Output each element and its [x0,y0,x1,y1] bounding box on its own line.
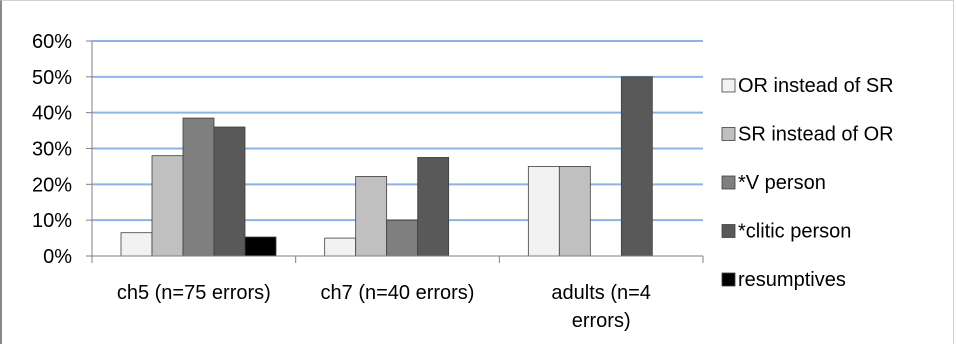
y-tick-label: 60% [32,31,72,53]
bar-sr-instead-of-or [151,155,184,257]
y-axis: 0% 10% 20% 30% 40% 50% 60% [32,31,93,268]
bar-clitic-person [620,76,653,257]
bar-resumptives [244,236,277,257]
x-axis: ch5 (n=75 errors) ch7 (n=40 errors) adults… [91,255,704,332]
y-tick-label: 40% [32,103,72,125]
bar-v-person [386,219,419,257]
legend-label: *V person [738,172,826,194]
bar-sr-instead-of-or [355,176,388,257]
legend-swatch [721,127,736,141]
bars [120,76,653,257]
legend-swatch [721,175,736,190]
bar-or-instead-of-sr [527,166,560,257]
y-tick-label: 20% [32,174,72,196]
legend-label: OR instead of SR [738,75,894,97]
x-category-label: errors) [572,310,631,332]
y-tick-label: 0% [43,246,72,268]
bar-clitic-person [417,157,450,257]
y-tick-label: 50% [32,67,72,89]
bar-v-person [182,117,215,257]
x-category-label: ch7 (n=40 errors) [321,282,475,304]
legend-label: resumptives [738,269,846,291]
y-tick-label: 30% [32,139,72,161]
x-category-label: ch5 (n=75 errors) [117,282,271,304]
legend-swatch [721,272,736,287]
bar-or-instead-of-sr [324,237,357,257]
x-category-label: adults (n=4 [551,282,651,304]
bar-sr-instead-of-or [558,166,591,257]
bar-or-instead-of-sr [120,232,153,257]
legend: OR instead of SR SR instead of OR *V perso… [721,75,894,291]
legend-label: SR instead of OR [738,124,894,146]
y-tick-label: 10% [32,210,72,232]
legend-swatch [721,78,736,93]
legend-swatch [721,224,736,238]
legend-label: *clitic person [738,221,851,243]
bar-clitic-person [213,126,246,257]
